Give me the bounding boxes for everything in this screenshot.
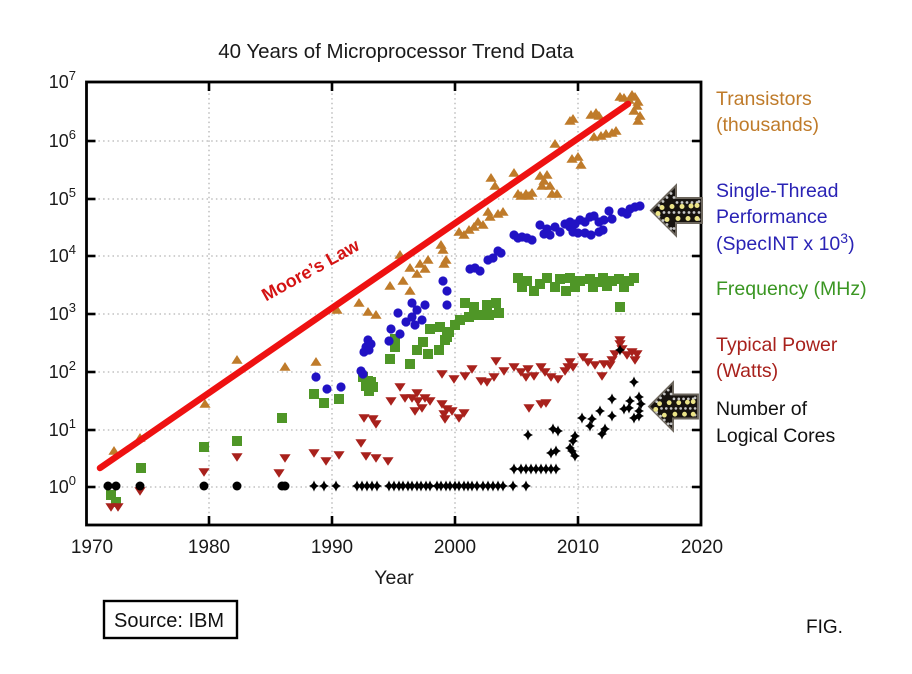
svg-text:1970: 1970 bbox=[71, 537, 113, 558]
svg-text:FIG.: FIG. bbox=[806, 617, 843, 638]
svg-text:Year: Year bbox=[374, 567, 414, 589]
svg-text:Source: IBM: Source: IBM bbox=[114, 610, 224, 632]
svg-text:Single-Thread: Single-Thread bbox=[716, 180, 838, 202]
svg-text:Transistors: Transistors bbox=[716, 88, 812, 110]
svg-text:Logical Cores: Logical Cores bbox=[716, 425, 835, 447]
svg-text:40 Years of Microprocessor Tre: 40 Years of Microprocessor Trend Data bbox=[218, 40, 574, 63]
svg-text:1990: 1990 bbox=[311, 537, 353, 558]
svg-text:2010: 2010 bbox=[557, 537, 599, 558]
svg-text:2020: 2020 bbox=[681, 537, 723, 558]
svg-text:(SpecINT x 103): (SpecINT x 103) bbox=[716, 230, 855, 255]
svg-text:(Watts): (Watts) bbox=[716, 360, 778, 382]
svg-text:(thousands): (thousands) bbox=[716, 114, 819, 136]
svg-text:2000: 2000 bbox=[434, 537, 476, 558]
svg-text:1980: 1980 bbox=[188, 537, 230, 558]
svg-text:Typical Power: Typical Power bbox=[716, 334, 838, 356]
svg-text:Performance: Performance bbox=[716, 206, 828, 228]
svg-text:Frequency (MHz): Frequency (MHz) bbox=[716, 278, 867, 300]
svg-text:104: 104 bbox=[49, 242, 76, 266]
svg-text:Number of: Number of bbox=[716, 398, 808, 420]
